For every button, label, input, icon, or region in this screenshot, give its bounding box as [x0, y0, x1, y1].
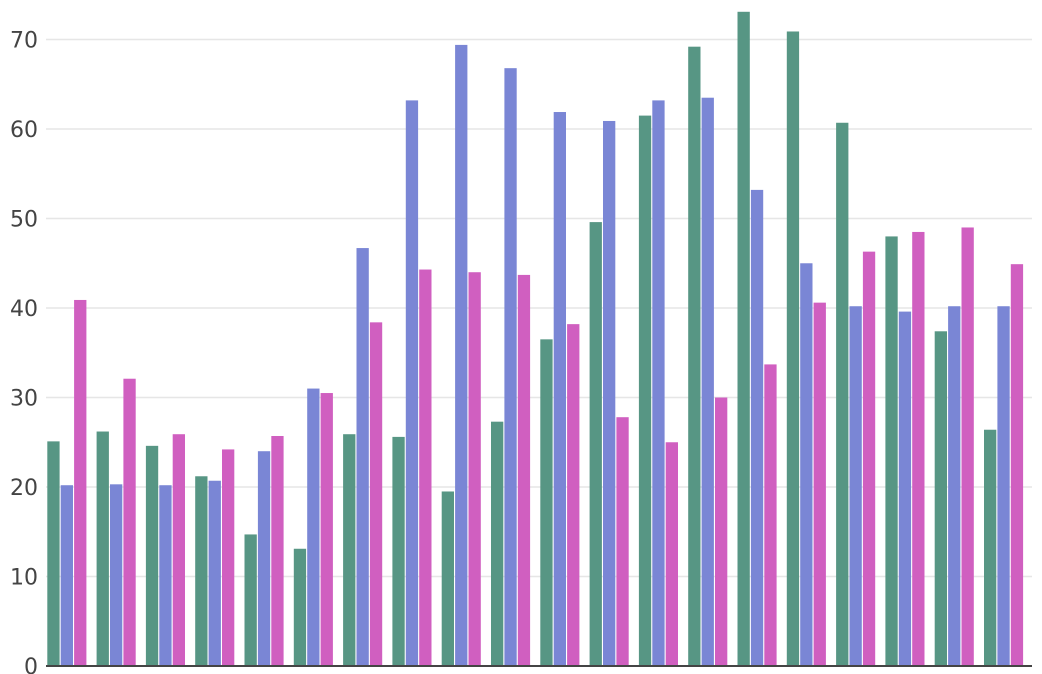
bar-series3-cat17 — [862, 251, 876, 666]
y-tick-label: 0 — [24, 655, 38, 674]
bar-series3-cat20 — [1010, 264, 1024, 666]
y-axis: 0 10 20 30 40 50 60 70 — [10, 29, 1032, 674]
bar-series1-cat11 — [540, 339, 553, 666]
bar-series1-cat15 — [737, 11, 750, 667]
bar-series2-cat7 — [356, 248, 369, 666]
bars — [47, 11, 1024, 667]
bar-series1-cat7 — [343, 434, 356, 666]
bar-series1-cat13 — [638, 115, 652, 667]
bar-series1-cat5 — [244, 534, 257, 666]
bar-series2-cat14 — [701, 97, 714, 666]
bar-series3-cat14 — [715, 397, 728, 666]
bar-series3-cat15 — [764, 364, 777, 666]
bar-series3-cat12 — [616, 417, 629, 666]
bar-series1-cat6 — [293, 548, 307, 666]
bar-series2-cat16 — [800, 263, 813, 666]
bar-series1-cat3 — [145, 445, 159, 666]
y-tick-label: 30 — [10, 387, 38, 412]
bar-series1-cat19 — [934, 331, 947, 666]
bar-series1-cat10 — [491, 421, 504, 666]
bar-series1-cat9 — [441, 491, 454, 666]
bar-series2-cat4 — [208, 480, 221, 666]
y-tick-label: 10 — [10, 566, 38, 591]
bar-series2-cat9 — [455, 44, 468, 666]
bar-series3-cat10 — [517, 274, 531, 666]
bar-series3-cat16 — [813, 302, 826, 666]
bar-series2-cat15 — [750, 189, 764, 666]
bar-series3-cat4 — [222, 449, 235, 666]
bar-series1-cat17 — [836, 122, 849, 666]
bar-series1-cat14 — [688, 46, 701, 666]
bar-series2-cat20 — [997, 306, 1010, 666]
y-tick-label: 50 — [10, 208, 38, 233]
bar-series2-cat18 — [898, 311, 912, 666]
bar-series1-cat8 — [392, 436, 405, 666]
y-tick-label: 20 — [10, 476, 38, 501]
bar-series3-cat9 — [468, 272, 481, 666]
bar-series2-cat13 — [652, 100, 665, 666]
bar-series3-cat6 — [320, 393, 333, 666]
bar-series2-cat8 — [405, 100, 419, 666]
y-tick-label: 70 — [10, 29, 38, 54]
y-tick-label: 40 — [10, 297, 38, 322]
bar-series2-cat2 — [110, 484, 123, 666]
bar-series2-cat12 — [603, 120, 616, 667]
bar-series1-cat1 — [47, 441, 60, 666]
bar-series3-cat2 — [123, 378, 136, 666]
bar-series3-cat13 — [665, 442, 678, 666]
bar-series2-cat5 — [257, 451, 271, 666]
bar-series2-cat1 — [60, 485, 73, 666]
bar-series1-cat18 — [885, 236, 898, 667]
bar-series1-cat4 — [195, 476, 208, 666]
bar-series1-cat2 — [96, 431, 109, 666]
bar-series3-cat7 — [369, 322, 383, 666]
bar-series3-cat11 — [567, 324, 580, 666]
bar-series2-cat3 — [159, 485, 172, 666]
bar-series3-cat8 — [419, 269, 432, 666]
bar-series3-cat18 — [912, 231, 925, 666]
bar-series3-cat3 — [172, 434, 185, 666]
bar-series3-cat19 — [961, 227, 974, 666]
bar-series3-cat5 — [271, 436, 284, 666]
bar-series2-cat17 — [849, 306, 862, 666]
bar-series2-cat6 — [307, 388, 320, 666]
y-tick-label: 60 — [10, 118, 38, 143]
bar-series1-cat20 — [984, 429, 997, 666]
bar-series3-cat1 — [74, 299, 87, 666]
bar-series1-cat12 — [589, 222, 602, 666]
gridlines — [46, 38, 1032, 578]
bar-series2-cat19 — [948, 306, 961, 666]
bar-series2-cat10 — [504, 68, 517, 667]
bar-series2-cat11 — [553, 112, 566, 666]
bar-series1-cat16 — [786, 31, 800, 667]
